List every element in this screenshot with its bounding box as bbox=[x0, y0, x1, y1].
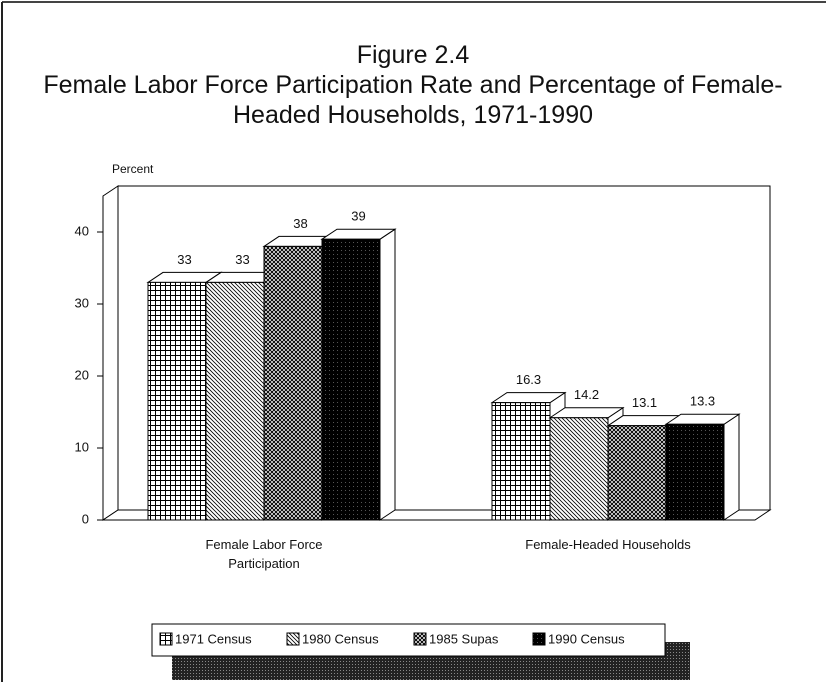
value-label: 13.1 bbox=[632, 395, 657, 410]
chart-title: Figure 2.4 bbox=[356, 41, 470, 69]
value-label: 16.3 bbox=[516, 372, 541, 387]
value-label: 33 bbox=[177, 252, 191, 267]
side-wall bbox=[102, 185, 119, 521]
y-tick-label: 40 bbox=[75, 223, 89, 238]
bar-front bbox=[549, 417, 609, 521]
legend-label: 1971 Census bbox=[175, 631, 252, 646]
value-label: 38 bbox=[293, 216, 307, 231]
bar-front bbox=[491, 402, 551, 521]
y-axis-label: Percent bbox=[112, 162, 154, 176]
value-label: 14.2 bbox=[574, 387, 599, 402]
bar bbox=[320, 228, 397, 521]
bar-front bbox=[147, 281, 207, 521]
y-tick-label: 10 bbox=[75, 439, 89, 454]
y-tick-label: 30 bbox=[75, 295, 89, 310]
bar-front bbox=[263, 245, 323, 521]
chart-subtitle: Female Labor Force Participation Rate an… bbox=[43, 71, 783, 129]
y-tick-label: 20 bbox=[75, 367, 89, 382]
value-label: 13.3 bbox=[690, 394, 715, 409]
legend-label: 1980 Census bbox=[302, 631, 379, 646]
y-tick-label: 0 bbox=[82, 511, 89, 526]
bar-front bbox=[205, 281, 265, 521]
legend-swatch bbox=[413, 632, 427, 646]
bar-front bbox=[607, 425, 667, 521]
legend-swatch bbox=[159, 632, 173, 646]
legend-label: 1985 Supas bbox=[429, 631, 499, 646]
value-label: 39 bbox=[351, 209, 365, 224]
x-tick-label: Female Labor Force Participation bbox=[205, 537, 323, 571]
value-label: 33 bbox=[235, 252, 249, 267]
bar-front bbox=[321, 238, 381, 521]
legend-swatch bbox=[286, 632, 300, 646]
bar bbox=[664, 413, 741, 521]
bar-side bbox=[723, 413, 740, 521]
bar-front bbox=[665, 423, 725, 521]
legend-box bbox=[151, 623, 666, 657]
x-tick-label: Female-Headed Households bbox=[525, 537, 691, 552]
legend-label: 1990 Census bbox=[548, 631, 625, 646]
bar-side bbox=[379, 228, 396, 521]
legend-swatch bbox=[532, 632, 546, 646]
